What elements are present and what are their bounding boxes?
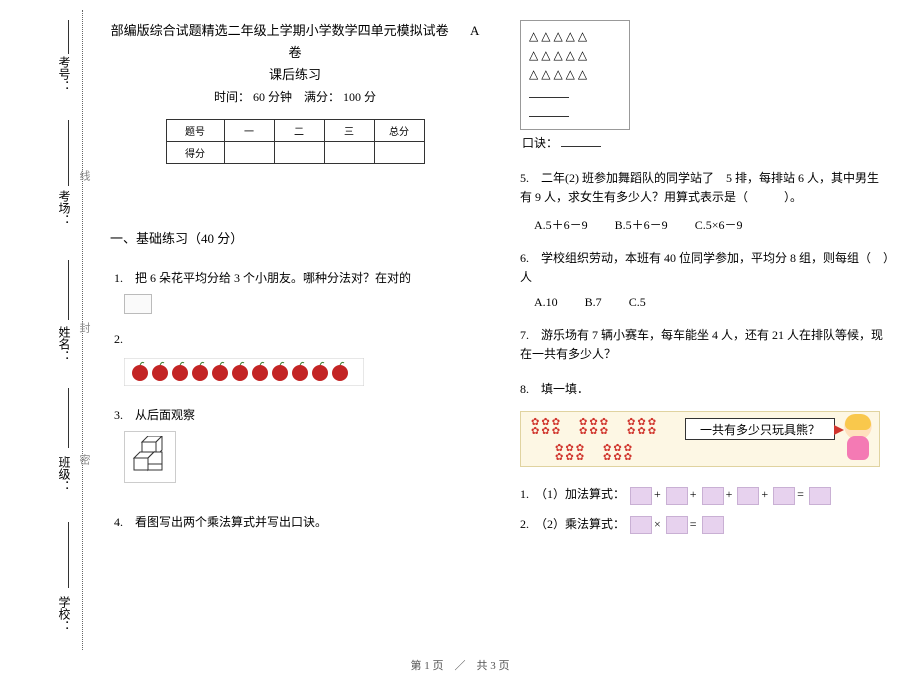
fill-slot[interactable] — [809, 487, 831, 505]
fill-slot[interactable] — [702, 516, 724, 534]
td-blank[interactable] — [324, 142, 374, 164]
td-blank[interactable] — [274, 142, 324, 164]
q8-fill-row-2: 2. （2）乘法算式： × = — [520, 515, 890, 534]
triangle-row: △△△△△ — [529, 65, 621, 84]
spine-underline — [68, 522, 69, 588]
time-full-row: 时间： 60 分钟 满分： 100 分 — [110, 88, 480, 105]
plus-icon: + — [654, 487, 661, 501]
q3-cubes-figure — [124, 431, 176, 483]
spine-underline — [68, 388, 69, 448]
bear-cluster-icon: ✿✿✿✿✿✿ — [627, 418, 658, 436]
plus-icon: + — [690, 487, 697, 501]
question-6: 6. 学校组织劳动，本班有 40 位同学参加，平均分 8 组，则每组（ ）人 — [520, 249, 890, 287]
fill-slot[interactable] — [737, 487, 759, 505]
q1-figure-placeholder — [124, 294, 152, 314]
triangle-row: △△△△△ — [529, 46, 621, 65]
paper-subtitle: 课后练习 — [110, 64, 480, 86]
plus-icon: + — [761, 487, 768, 501]
girl-icon — [841, 416, 875, 462]
bear-cluster-icon: ✿✿✿✿✿✿ — [579, 418, 610, 436]
q8-figure: ✿✿✿✿✿✿ ✿✿✿✿✿✿ ✿✿✿✿✿✿ ✿✿✿✿✿✿ ✿✿✿✿✿✿ 一共有多少… — [520, 411, 880, 467]
score-value-row: 得分 — [166, 142, 424, 164]
q5-opt-a[interactable]: A.5＋6－9 — [534, 218, 588, 232]
apples-svg — [124, 358, 364, 386]
q4-blank-2[interactable] — [529, 105, 569, 117]
right-column: △△△△△ △△△△△ △△△△△ 口诀： 5. 二年(2) 班参加舞蹈队的同学… — [520, 20, 890, 660]
title-main: 部编版综合试题精选二年级上学期小学数学四单元模拟试卷 — [111, 23, 449, 38]
full-value: 100 分 — [343, 90, 376, 104]
fill-slot[interactable] — [666, 516, 688, 534]
koujue-label: 口诀： — [522, 136, 558, 150]
full-label: 满分： — [304, 90, 340, 104]
plus-icon: + — [726, 487, 733, 501]
speech-bubble: 一共有多少只玩具熊？ — [685, 418, 835, 440]
q4-blank-1[interactable] — [529, 86, 569, 98]
left-column: 部编版综合试题精选二年级上学期小学数学四单元模拟试卷 A 卷 课后练习 时间： … — [110, 20, 480, 660]
spine-mark-feng: 封 — [76, 322, 92, 333]
th-1: 一 — [224, 120, 274, 142]
q4-koujue-line: 口诀： — [522, 134, 890, 153]
triangle-row: △△△△△ — [529, 27, 621, 46]
th-total: 总分 — [374, 120, 424, 142]
spine-field-exam-id: 考号： — [56, 56, 73, 92]
q5-options: A.5＋6－9 B.5＋6－9 C.5×6－9 — [534, 216, 890, 233]
spine-mark-xian: 线 — [76, 170, 92, 181]
spine-field-class: 班级： — [56, 456, 73, 492]
question-5: 5. 二年(2) 班参加舞蹈队的同学站了 5 排，每排站 6 人，其中男生有 9… — [520, 169, 890, 207]
fill2-lead: 2. （2）乘法算式： — [520, 517, 625, 531]
section-1-heading: 一、基础练习（40 分） — [110, 228, 480, 247]
spine-underline — [68, 20, 69, 54]
binding-spine: 考号： 考场： 线 姓名： 封 班级： 密 学校： — [20, 0, 96, 681]
q6-opt-c[interactable]: C.5 — [629, 295, 646, 309]
question-3: 3. 从后面观察 — [114, 406, 480, 425]
q6-opt-b[interactable]: B.7 — [585, 295, 602, 309]
bear-cluster-icon: ✿✿✿✿✿✿ — [531, 418, 562, 436]
question-2: 2. — [114, 330, 480, 349]
time-value: 60 分钟 — [253, 90, 292, 104]
question-1: 1. 把 6 朵花平均分给 3 个小朋友。哪种分法对？在对的 — [114, 269, 480, 288]
spine-underline — [68, 120, 69, 186]
spine-field-name: 姓名： — [56, 326, 73, 362]
spine-mark-mi: 密 — [76, 454, 92, 465]
th-2: 二 — [274, 120, 324, 142]
th-3: 三 — [324, 120, 374, 142]
question-8: 8. 填一填． — [520, 380, 890, 399]
bear-cluster-icon: ✿✿✿✿✿✿ — [555, 444, 586, 462]
page-number: 第 1 页 ／ 共 3 页 — [0, 657, 920, 673]
spine-field-school: 学校： — [56, 596, 73, 632]
bear-cluster-icon: ✿✿✿✿✿✿ — [603, 444, 634, 462]
q8-fill-row-1: 1. （1）加法算式： + + + + = — [520, 485, 890, 504]
score-header-row: 题号 一 二 三 总分 — [166, 120, 424, 142]
score-table: 题号 一 二 三 总分 得分 — [166, 119, 425, 164]
cubes-svg — [131, 436, 171, 472]
fill-slot[interactable] — [702, 487, 724, 505]
eq-icon: = — [797, 487, 804, 501]
q2-apples-figure — [124, 358, 480, 390]
times-icon: × — [654, 517, 661, 531]
q5-opt-b[interactable]: B.5＋6－9 — [615, 218, 668, 232]
time-label: 时间： — [214, 90, 250, 104]
td-score-label: 得分 — [166, 142, 224, 164]
fill1-lead: 1. （1）加法算式： — [520, 487, 625, 501]
td-blank[interactable] — [224, 142, 274, 164]
eq-icon: = — [690, 517, 697, 531]
spine-field-room: 考场： — [56, 190, 73, 226]
paper-title: 部编版综合试题精选二年级上学期小学数学四单元模拟试卷 A 卷 — [110, 20, 480, 64]
fill-slot[interactable] — [773, 487, 795, 505]
question-7: 7. 游乐场有 7 辆小赛车，每车能坐 4 人，还有 21 人在排队等候，现在一… — [520, 326, 890, 364]
q6-opt-a[interactable]: A.10 — [534, 295, 558, 309]
q6-options: A.10 B.7 C.5 — [534, 295, 890, 310]
q4-triangle-box: △△△△△ △△△△△ △△△△△ — [520, 20, 630, 130]
fill-slot[interactable] — [666, 487, 688, 505]
q4-koujue-blank[interactable] — [561, 135, 601, 147]
td-blank[interactable] — [374, 142, 424, 164]
fill-slot[interactable] — [630, 516, 652, 534]
fill-slot[interactable] — [630, 487, 652, 505]
th-num: 题号 — [166, 120, 224, 142]
q5-opt-c[interactable]: C.5×6－9 — [695, 218, 743, 232]
question-4: 4. 看图写出两个乘法算式并写出口诀。 — [114, 513, 480, 532]
spine-underline — [68, 260, 69, 320]
